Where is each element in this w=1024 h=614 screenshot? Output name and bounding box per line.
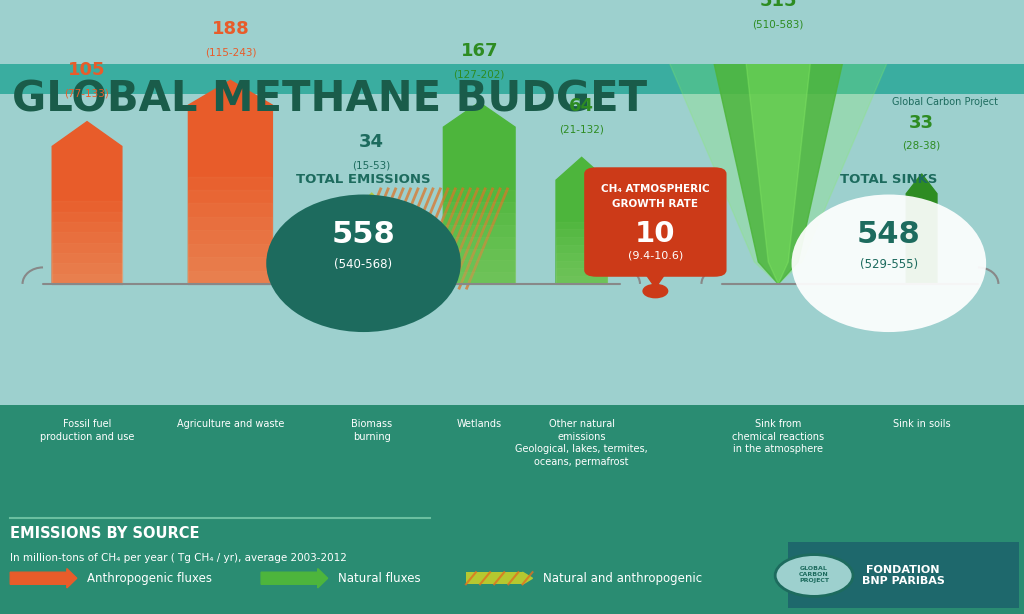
Polygon shape [556, 253, 607, 284]
Text: GLOBAL METHANE BUDGET: GLOBAL METHANE BUDGET [12, 79, 647, 120]
Polygon shape [643, 270, 668, 288]
Polygon shape [52, 201, 122, 284]
Polygon shape [188, 203, 272, 284]
Polygon shape [443, 213, 515, 284]
Text: (529-555): (529-555) [860, 258, 918, 271]
Polygon shape [443, 190, 515, 284]
Text: 33: 33 [909, 114, 934, 131]
Polygon shape [52, 243, 122, 284]
Polygon shape [556, 222, 607, 284]
Bar [788, 543, 1019, 608]
Polygon shape [443, 260, 515, 284]
Text: 548: 548 [857, 220, 921, 249]
Text: GROWTH RATE: GROWTH RATE [612, 199, 698, 209]
Polygon shape [666, 53, 891, 284]
Text: 188: 188 [212, 20, 249, 38]
Text: 167: 167 [461, 42, 498, 60]
Polygon shape [52, 253, 122, 284]
Polygon shape [443, 201, 515, 284]
Circle shape [775, 554, 853, 596]
Text: 34: 34 [359, 133, 384, 151]
Polygon shape [188, 190, 272, 284]
Text: 105: 105 [69, 61, 105, 79]
Polygon shape [188, 257, 272, 284]
Text: CH₄ ATMOSPHERIC: CH₄ ATMOSPHERIC [601, 184, 710, 194]
Polygon shape [188, 244, 272, 284]
Polygon shape [906, 174, 937, 284]
Polygon shape [712, 53, 845, 284]
Polygon shape [556, 276, 607, 284]
Text: (115-243): (115-243) [205, 47, 256, 57]
Polygon shape [52, 122, 122, 284]
Text: (510-583): (510-583) [753, 20, 804, 29]
Ellipse shape [266, 195, 461, 332]
Polygon shape [188, 271, 272, 284]
Text: In million-tons of CH₄ per year ( Tg CH₄ / yr), average 2003-2012: In million-tons of CH₄ per year ( Tg CH₄… [10, 553, 347, 564]
Polygon shape [188, 177, 272, 284]
Polygon shape [188, 217, 272, 284]
Text: EMISSIONS BY SOURCE: EMISSIONS BY SOURCE [10, 526, 200, 541]
Bar [0, 64, 1024, 94]
Polygon shape [556, 260, 607, 284]
Ellipse shape [792, 195, 986, 332]
PathPatch shape [354, 193, 389, 284]
Text: (28-38): (28-38) [902, 141, 941, 151]
Polygon shape [52, 274, 122, 284]
Text: TOTAL SINKS: TOTAL SINKS [840, 173, 938, 186]
Text: 515: 515 [760, 0, 797, 10]
Polygon shape [261, 569, 328, 588]
Text: Anthropogenic fluxes: Anthropogenic fluxes [87, 572, 212, 585]
FancyBboxPatch shape [584, 167, 727, 277]
Text: 64: 64 [569, 97, 594, 115]
Polygon shape [522, 572, 532, 585]
Polygon shape [556, 230, 607, 284]
Text: Sink in soils: Sink in soils [893, 419, 950, 429]
Polygon shape [52, 212, 122, 284]
Text: 558: 558 [332, 220, 395, 249]
Text: GLOBAL
CARBON
PROJECT: GLOBAL CARBON PROJECT [799, 566, 829, 583]
Polygon shape [443, 103, 515, 284]
Polygon shape [556, 245, 607, 284]
Polygon shape [354, 193, 389, 284]
Polygon shape [443, 237, 515, 284]
Polygon shape [188, 230, 272, 284]
Text: Biomass
burning: Biomass burning [351, 419, 392, 441]
Polygon shape [556, 268, 607, 284]
Circle shape [643, 284, 668, 298]
Polygon shape [443, 272, 515, 284]
Text: (9.4-10.6): (9.4-10.6) [628, 251, 683, 260]
Text: 10: 10 [635, 220, 676, 247]
Polygon shape [188, 80, 272, 284]
Text: TOTAL EMISSIONS: TOTAL EMISSIONS [296, 173, 431, 186]
Text: Global Carbon Project: Global Carbon Project [892, 98, 998, 107]
Text: (15-53): (15-53) [352, 160, 391, 170]
Polygon shape [52, 222, 122, 284]
Polygon shape [443, 249, 515, 284]
Text: Fossil fuel
production and use: Fossil fuel production and use [40, 419, 134, 441]
Text: (21-132): (21-132) [559, 124, 604, 134]
Text: (540-568): (540-568) [335, 258, 392, 271]
Text: (127-202): (127-202) [454, 69, 505, 79]
Bar [0, 405, 1024, 614]
Text: FONDATION
BNP PARIBAS: FONDATION BNP PARIBAS [862, 565, 944, 586]
Text: Natural and anthropogenic: Natural and anthropogenic [543, 572, 701, 585]
Text: Other natural
emissions
Geological, lakes, termites,
oceans, permafrost: Other natural emissions Geological, lake… [515, 419, 648, 467]
Text: (77-133): (77-133) [65, 88, 110, 98]
Text: Wetlands: Wetlands [457, 419, 502, 429]
Text: Agriculture and waste: Agriculture and waste [177, 419, 284, 429]
Text: Natural fluxes: Natural fluxes [338, 572, 421, 585]
Text: Sink from
chemical reactions
in the atmosphere: Sink from chemical reactions in the atmo… [732, 419, 824, 454]
Polygon shape [745, 53, 811, 284]
Bar [466, 572, 522, 585]
Polygon shape [52, 232, 122, 284]
Polygon shape [443, 225, 515, 284]
Polygon shape [556, 157, 607, 284]
Polygon shape [556, 237, 607, 284]
Polygon shape [52, 263, 122, 284]
Polygon shape [10, 569, 77, 588]
